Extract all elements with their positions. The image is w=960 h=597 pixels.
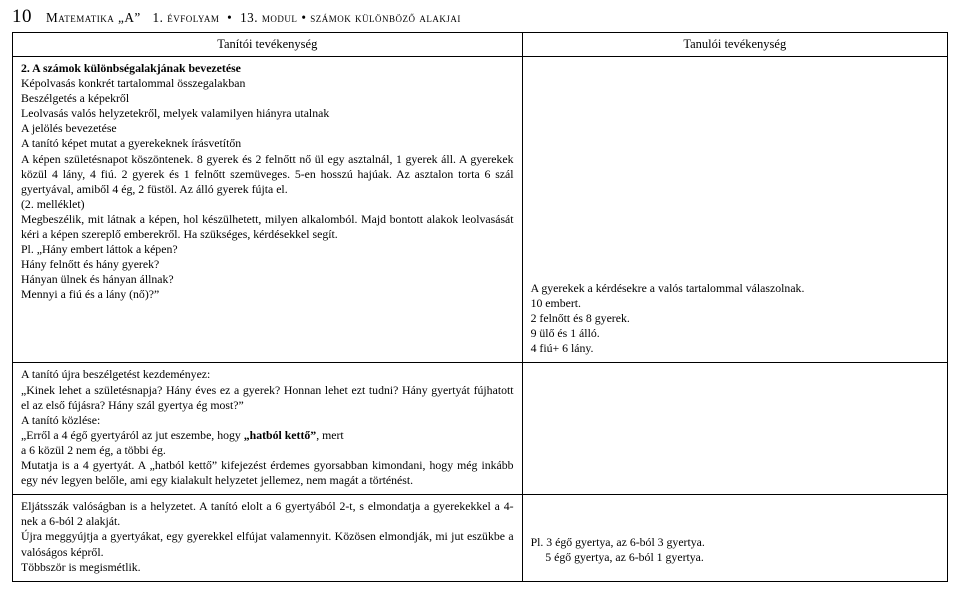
section-2-title: 2. A számok különbségalakjának bevezetés… (21, 61, 241, 75)
left-line: Hány felnőtt és hány gyerek? (21, 257, 514, 272)
content-table: Tanítói tevékenység Tanulói tevékenység … (12, 32, 948, 582)
header-module: 13. modul (240, 10, 297, 26)
content-table-wrap: Tanítói tevékenység Tanulói tevékenység … (0, 32, 960, 586)
left-line: A tanító közlése: (21, 413, 514, 428)
spacer (531, 61, 939, 281)
left-line: „Kinek lehet a születésnapja? Hány éves … (21, 383, 514, 413)
header-title: • számok különböző alakjai (301, 10, 461, 26)
left-line: Mutatja is a 4 gyertyát. A „hatból kettő… (21, 458, 514, 488)
left-line: a 6 közül 2 nem ég, a többi ég. (21, 443, 514, 458)
left-line: Mennyi a fiú és a lány (nő)?” (21, 287, 514, 302)
header-subject: Matematika „A” (46, 10, 141, 26)
left-line: Pl. „Hány embert láttok a képen? (21, 242, 514, 257)
left-line: Képolvasás konkrét tartalommal összegala… (21, 76, 514, 91)
left-line: Megbeszélik, mit látnak a képen, hol kés… (21, 212, 514, 242)
left-line: Leolvasás valós helyzetekről, melyek val… (21, 106, 514, 121)
left-cell-1: 2. A számok különbségalakjának bevezetés… (13, 57, 523, 363)
right-line: 2 felnőtt és 8 gyerek. (531, 311, 939, 326)
left-line: A tanító újra beszélgetést kezdeményez: (21, 367, 514, 382)
left-line: A képen születésnapot köszöntenek. 8 gye… (21, 152, 514, 197)
header-grade: 1. évfolyam (153, 10, 220, 26)
right-cell-2 (522, 363, 947, 495)
header-bullet2: • (223, 10, 236, 26)
right-line: 9 ülő és 1 álló. (531, 326, 939, 341)
right-cell-1: A gyerekek a kérdésekre a valós tartalom… (522, 57, 947, 363)
right-line: 10 embert. (531, 296, 939, 311)
right-cell-3: Pl. 3 égő gyertya, az 6-ból 3 gyertya. 5… (522, 495, 947, 581)
col-header-left: Tanítói tevékenység (13, 33, 523, 57)
left-cell-3: Eljátsszák valóságban is a helyzetet. A … (13, 495, 523, 581)
left-line: Eljátsszák valóságban is a helyzetet. A … (21, 499, 514, 529)
spacer (531, 499, 939, 535)
left-line: (2. melléklet) (21, 197, 514, 212)
header-bullet (145, 10, 149, 26)
right-line: Pl. 3 égő gyertya, az 6-ból 3 gyertya. (531, 535, 939, 550)
left-line: A tanító képet mutat a gyerekeknek írásv… (21, 136, 514, 151)
right-line: A gyerekek a kérdésekre a valós tartalom… (531, 281, 939, 296)
page-header: 10 Matematika „A” 1. évfolyam • 13. modu… (0, 0, 960, 32)
left-line: „Erről a 4 égő gyertyáról az jut eszembe… (21, 428, 514, 443)
left-line: Többször is megismétlik. (21, 560, 514, 575)
left-line: A jelölés bevezetése (21, 121, 514, 136)
right-line: 4 fiú+ 6 lány. (531, 341, 939, 356)
page-number: 10 (12, 6, 32, 28)
right-line: 5 égő gyertya, az 6-ból 1 gyertya. (531, 550, 939, 565)
left-line: Beszélgetés a képekről (21, 91, 514, 106)
left-cell-2: A tanító újra beszélgetést kezdeményez: … (13, 363, 523, 495)
col-header-right: Tanulói tevékenység (522, 33, 947, 57)
left-line: Újra meggyújtja a gyertyákat, egy gyerek… (21, 529, 514, 559)
left-line: Hányan ülnek és hányan állnak? (21, 272, 514, 287)
